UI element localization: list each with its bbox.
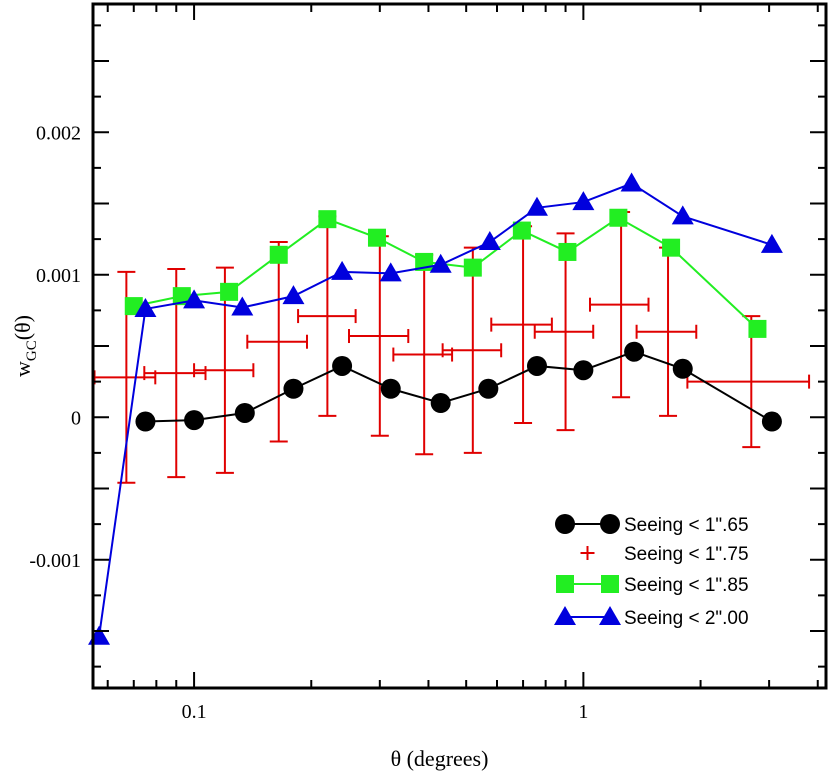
series-4	[88, 172, 783, 645]
plot-area	[88, 172, 811, 645]
legend-entry-1: Seeing < 1".65	[555, 514, 749, 536]
data-point	[231, 296, 254, 316]
data-point	[429, 253, 452, 273]
legend-label: Seeing < 1".85	[624, 575, 749, 596]
data-point	[558, 242, 577, 261]
y-tick-label: 0	[71, 407, 81, 429]
legend-entry-2: Seeing < 1".75	[580, 544, 749, 565]
axes: -0.001 0 0.001 0.002 0.1 1 θ (degrees) wGC(θ)	[10, 2, 828, 771]
errorbar-point	[193, 266, 255, 474]
data-point	[318, 210, 337, 229]
legend-label: Seeing < 1".75	[624, 544, 749, 565]
data-point	[234, 402, 255, 423]
data-point	[430, 393, 451, 413]
legend-label: Seeing < 2".00	[624, 608, 749, 629]
data-point	[332, 355, 353, 376]
errorbar-point	[246, 240, 308, 443]
data-point	[367, 228, 386, 247]
legend: Seeing < 1".65 Seeing < 1".75 Seeing < 1".…	[554, 514, 749, 629]
data-point	[183, 289, 206, 309]
data-point	[526, 355, 547, 376]
data-point	[525, 196, 548, 216]
data-point	[624, 341, 645, 362]
data-point	[88, 625, 111, 645]
data-point	[512, 221, 531, 240]
data-point	[672, 358, 693, 379]
data-point	[282, 285, 305, 305]
data-point	[172, 287, 191, 306]
data-point	[748, 319, 767, 338]
data-point	[134, 297, 157, 317]
data-point	[379, 262, 402, 282]
data-point	[761, 411, 782, 432]
data-point	[572, 191, 595, 211]
series-1	[135, 341, 782, 432]
legend-entry-4: Seeing < 2".00	[554, 606, 749, 629]
data-point	[463, 258, 482, 277]
data-point	[380, 378, 401, 399]
x-tick-label: 0.1	[182, 701, 207, 723]
series-3	[124, 208, 767, 338]
errorbar-point	[686, 315, 811, 449]
data-point	[478, 378, 499, 399]
errorbar-point	[635, 246, 698, 417]
data-point	[184, 410, 205, 431]
legend-marker	[554, 606, 576, 625]
legend-marker	[556, 575, 574, 593]
errorbar-point	[589, 211, 650, 399]
data-point	[135, 411, 156, 432]
y-tick-label: -0.001	[29, 550, 81, 572]
series-2	[93, 211, 811, 484]
data-point	[573, 360, 594, 381]
data-point	[283, 378, 304, 399]
data-point	[620, 172, 643, 192]
legend-marker	[601, 575, 619, 593]
errorbar-point	[490, 225, 553, 424]
x-axis-title: θ (degrees)	[391, 746, 489, 771]
y-tick-label: 0.001	[36, 265, 81, 287]
errorbar-point	[297, 215, 357, 417]
errorbar-point	[347, 235, 410, 437]
errorbar-point	[533, 232, 595, 432]
legend-marker	[555, 514, 575, 534]
data-point	[331, 260, 354, 280]
data-point	[662, 238, 681, 257]
data-point	[478, 230, 501, 250]
data-point	[269, 245, 288, 264]
y-axis-title: wGC(θ)	[10, 315, 40, 377]
data-point	[609, 208, 628, 227]
legend-marker	[599, 606, 621, 625]
data-point	[760, 233, 783, 253]
data-point	[671, 205, 694, 225]
legend-marker	[600, 514, 620, 534]
data-point	[220, 282, 239, 301]
legend-label: Seeing < 1".65	[624, 515, 749, 536]
y-tick-label: 0.002	[36, 122, 81, 144]
series-line	[133, 216, 759, 330]
errorbar-point	[441, 246, 503, 454]
legend-entry-3: Seeing < 1".85	[556, 575, 749, 596]
x-tick-label: 1	[578, 701, 588, 723]
